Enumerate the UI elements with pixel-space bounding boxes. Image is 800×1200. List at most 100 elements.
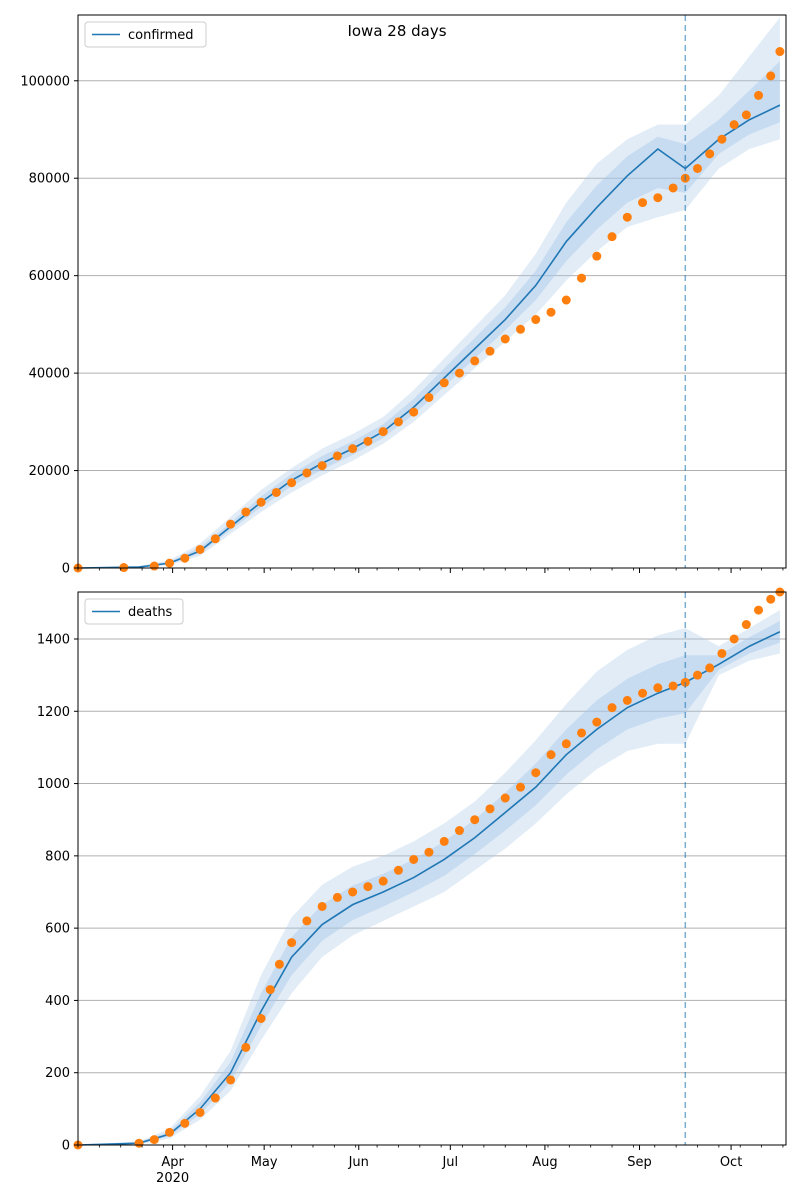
legend-label: confirmed	[128, 28, 194, 43]
observed-point	[454, 826, 464, 836]
y-tick-label: 60000	[29, 269, 70, 284]
observed-point	[149, 1135, 159, 1145]
observed-point	[668, 681, 678, 691]
observed-point	[378, 876, 388, 886]
y-tick-label: 600	[45, 922, 70, 937]
legend: confirmed	[84, 21, 207, 48]
observed-point	[485, 346, 495, 356]
observed-point	[265, 985, 275, 995]
observed-point	[409, 407, 419, 417]
observed-point	[592, 251, 602, 261]
observed-point	[287, 938, 297, 948]
x-tick-label: Jun	[348, 1155, 369, 1170]
legend-box	[84, 598, 184, 625]
uncertainty-band	[78, 610, 780, 1145]
observed-point	[256, 1013, 266, 1023]
observed-point	[485, 804, 495, 814]
observed-point	[256, 497, 266, 507]
observed-point	[741, 620, 751, 630]
observed-point	[302, 468, 312, 478]
x-tick-label: Sep	[627, 1155, 652, 1170]
observed-point	[180, 1118, 190, 1128]
observed-point	[577, 273, 587, 283]
observed-point	[729, 634, 739, 644]
observed-point	[531, 768, 541, 778]
observed-point	[470, 815, 480, 825]
observed-point	[439, 378, 449, 388]
observed-point	[317, 461, 327, 471]
observed-point	[622, 695, 632, 705]
x-tick-label: Oct	[720, 1155, 742, 1170]
observed-point	[226, 1075, 236, 1085]
observed-point	[332, 892, 342, 902]
observed-point	[717, 648, 727, 658]
observed-point	[393, 865, 403, 875]
observed-point	[271, 487, 281, 497]
figure-title: Iowa 28 days	[347, 22, 446, 40]
y-tick-label: 80000	[29, 172, 70, 187]
legend-box	[84, 21, 207, 48]
observed-point	[363, 436, 373, 446]
y-tick-label: 100000	[20, 74, 70, 89]
x-tick-label: Apr	[161, 1155, 184, 1170]
y-tick-label: 0	[62, 1139, 70, 1154]
confirmed-panel: 0 20000 40000 60000 80000 100000 confirmed	[20, 14, 787, 577]
observed-point	[638, 198, 648, 208]
model-line	[77, 631, 781, 1146]
observed-point	[766, 71, 776, 81]
observed-point	[754, 605, 764, 615]
observed-point	[622, 212, 632, 222]
observed-point	[546, 307, 556, 317]
uncertainty-band	[78, 61, 780, 568]
y-tick-label: 800	[45, 849, 70, 864]
observed-point	[607, 703, 617, 713]
observed-point	[470, 356, 480, 366]
x-tick-label: Jul	[441, 1155, 458, 1170]
observed-point	[241, 507, 251, 517]
observed-point	[775, 47, 785, 57]
y-tick-label: 400	[45, 994, 70, 1009]
observed-point	[561, 295, 571, 305]
observed-point	[332, 451, 342, 461]
observed-point	[668, 183, 678, 193]
y-tick-label: 20000	[29, 464, 70, 479]
y-tick-label: 200	[45, 1066, 70, 1081]
observed-point	[348, 444, 358, 454]
observed-point	[500, 334, 510, 344]
observed-point	[302, 916, 312, 926]
observed-point	[195, 1107, 205, 1117]
observed-point	[653, 683, 663, 693]
x-tick-sublabel: 2020	[156, 1171, 189, 1186]
observed-point	[607, 232, 617, 242]
observed-point	[287, 478, 297, 488]
observed-point	[393, 417, 403, 427]
observed-point	[149, 561, 159, 571]
observed-point	[317, 901, 327, 911]
x-tick-label: May	[251, 1155, 278, 1170]
observed-point	[210, 534, 220, 544]
model-line	[77, 104, 781, 569]
y-tick-label: 1000	[37, 777, 70, 792]
observed-point	[439, 836, 449, 846]
observed-point	[195, 544, 205, 554]
observed-point	[653, 193, 663, 203]
y-tick-label: 0	[62, 562, 70, 577]
observed-point	[741, 110, 751, 120]
observed-point	[363, 882, 373, 892]
observed-point	[180, 553, 190, 563]
observed-point	[165, 1127, 175, 1137]
observed-point	[561, 739, 571, 749]
observed-point	[546, 750, 556, 760]
y-tick-label: 1200	[37, 705, 70, 720]
observed-point	[454, 368, 464, 378]
observed-point	[226, 519, 236, 529]
observed-point	[766, 594, 776, 604]
observed-point	[378, 427, 388, 437]
observed-point	[348, 887, 358, 897]
observed-point	[165, 558, 175, 568]
observed-point	[516, 782, 525, 792]
observed-point	[717, 134, 727, 144]
observed-point	[500, 793, 510, 803]
